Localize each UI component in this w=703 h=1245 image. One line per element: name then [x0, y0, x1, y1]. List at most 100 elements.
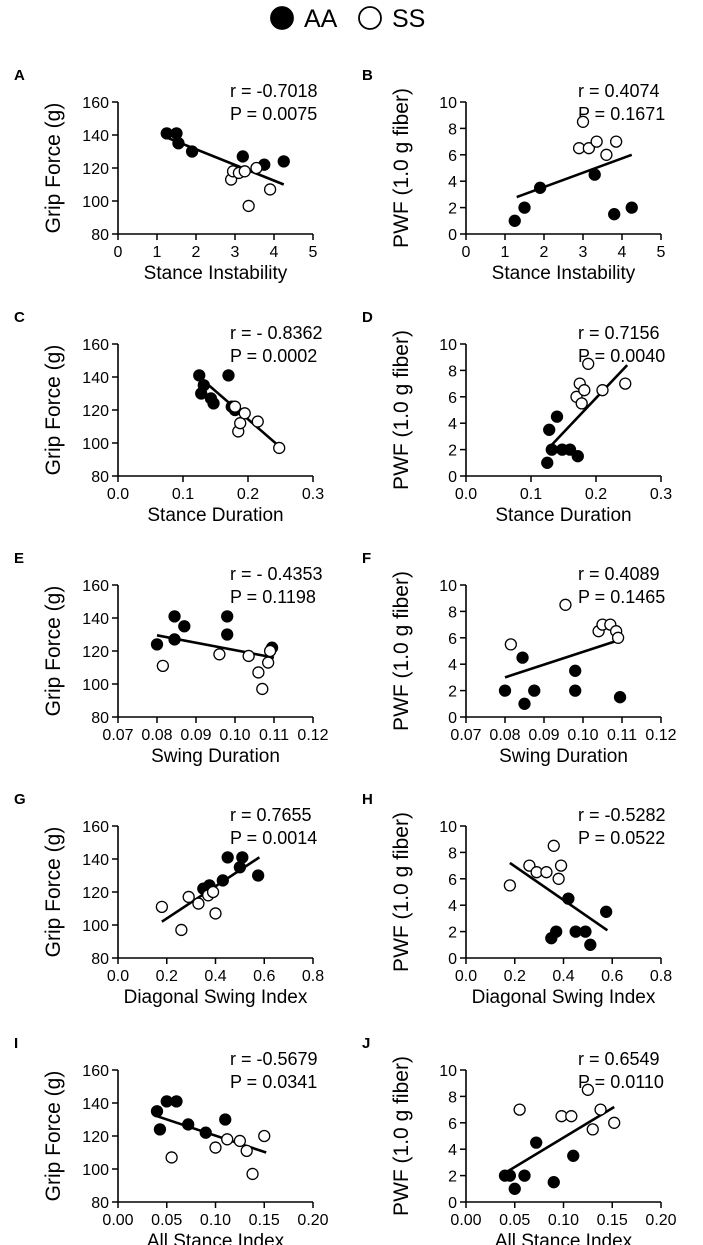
panel-letter: C: [14, 309, 25, 326]
point-aa: [543, 423, 556, 436]
y-tick-label: 140: [82, 1096, 109, 1113]
y-tick-label: 2: [448, 1169, 457, 1186]
y-tick-label: 120: [82, 1129, 109, 1146]
stat-r: r = -0.5679: [230, 1049, 318, 1069]
point-ss: [251, 415, 264, 428]
point-aa: [277, 155, 290, 168]
point-aa: [185, 145, 199, 158]
point-aa: [571, 450, 584, 463]
x-tick-label: 0.09: [180, 727, 211, 744]
stat-p: P = 0.0014: [230, 828, 317, 848]
point-aa: [562, 892, 575, 905]
panel-j: J 0 2 4 6 8 10 0.00 0.05 0.10 0.15 0.20 All Stance I…: [362, 1035, 677, 1245]
panel-letter: H: [362, 791, 373, 808]
point-aa: [503, 1169, 517, 1182]
point-aa: [219, 1113, 232, 1126]
y-axis-title: PWF (1.0 g fiber): [390, 88, 413, 248]
point-ss: [256, 682, 269, 696]
x-tick-label: 0.00: [102, 1212, 133, 1229]
point-ss: [596, 384, 609, 397]
point-aa: [518, 1169, 531, 1182]
point-ss: [206, 885, 220, 899]
point-aa: [516, 651, 529, 664]
point-aa: [182, 1118, 195, 1131]
y-tick-label: 140: [82, 128, 109, 145]
x-tick-label: 0.12: [645, 727, 676, 744]
point-aa: [625, 201, 638, 214]
y-tick-label: 160: [82, 95, 109, 112]
stat-r: r = 0.4074: [578, 81, 660, 101]
point-ss: [233, 1134, 247, 1148]
point-aa: [508, 1182, 521, 1195]
point-ss: [228, 400, 242, 413]
point-aa: [168, 610, 181, 623]
stat-p: P = 0.0341: [230, 1072, 317, 1092]
y-tick-label: 8: [448, 121, 457, 138]
point-aa: [150, 1105, 164, 1118]
point-ss: [250, 161, 263, 175]
point-aa: [528, 684, 541, 697]
y-axis-title: Grip Force (g): [42, 103, 65, 234]
stat-r: r = -0.5282: [578, 805, 666, 825]
x-tick-label: 0.2: [504, 968, 526, 985]
x-tick-label: 5: [657, 244, 666, 261]
stat-r: r = 0.7156: [578, 323, 660, 343]
point-aa: [567, 1149, 580, 1162]
y-tick-label: 100: [82, 677, 109, 694]
point-aa: [199, 1126, 212, 1139]
y-tick-label: 2: [448, 443, 457, 460]
point-aa: [600, 905, 613, 918]
y-tick-label: 4: [448, 898, 457, 915]
x-tick-label: 2: [540, 244, 549, 261]
y-tick-label: 160: [82, 819, 109, 836]
y-tick-label: 120: [82, 644, 109, 661]
y-axis-title: Grip Force (g): [42, 586, 65, 717]
panel-letter: J: [362, 1035, 370, 1052]
point-ss: [258, 1129, 271, 1143]
panel-g: G 80 100 120 140 160 0.0 0.2 0.4 0.6 0.8 Diagonal S…: [14, 791, 324, 1008]
y-tick-label: 80: [91, 227, 109, 244]
x-tick-label: 0.20: [645, 1212, 676, 1229]
regression-line: [546, 364, 629, 451]
y-tick-label: 2: [448, 925, 457, 942]
x-tick-label: 0.15: [249, 1212, 280, 1229]
x-axis-title: Diagonal Swing Index: [124, 987, 308, 1008]
point-ss: [554, 859, 568, 872]
y-tick-label: 4: [448, 1142, 457, 1159]
x-tick-label: 0.8: [650, 968, 672, 985]
x-tick-label: 0.0: [107, 968, 129, 985]
y-tick-label: 10: [439, 95, 457, 112]
x-tick-label: 3: [231, 244, 240, 261]
y-tick-label: 120: [82, 885, 109, 902]
panel-letter: A: [14, 67, 25, 84]
x-tick-label: 0.10: [548, 1212, 579, 1229]
x-tick-label: 0.2: [585, 486, 607, 503]
point-ss: [600, 148, 613, 161]
point-aa: [236, 851, 249, 864]
stat-r: r = 0.7655: [230, 805, 312, 825]
point-aa: [545, 443, 558, 456]
y-tick-label: 4: [448, 657, 457, 674]
x-tick-label: 0.6: [253, 968, 275, 985]
x-tick-label: 0.2: [156, 968, 178, 985]
x-axis-title: Stance Duration: [147, 505, 283, 526]
point-aa: [508, 214, 521, 227]
point-ss: [182, 890, 195, 904]
point-ss: [234, 417, 247, 430]
regression-line: [509, 861, 609, 932]
legend-ss-marker: [358, 6, 382, 30]
point-aa: [541, 456, 554, 469]
x-tick-label: 0.10: [200, 1212, 231, 1229]
y-axis-title: PWF (1.0 g fiber): [390, 1056, 413, 1216]
stat-p: P = 0.0075: [230, 104, 317, 124]
point-aa: [530, 1136, 543, 1149]
y-tick-label: 140: [82, 852, 109, 869]
y-axis-title: PWF (1.0 g fiber): [390, 571, 413, 731]
stat-p: P = 0.0040: [578, 346, 665, 366]
y-tick-label: 4: [448, 416, 457, 433]
x-tick-label: 0: [462, 244, 471, 261]
x-axis-title: Swing Duration: [151, 746, 280, 767]
x-tick-label: 0: [114, 244, 123, 261]
